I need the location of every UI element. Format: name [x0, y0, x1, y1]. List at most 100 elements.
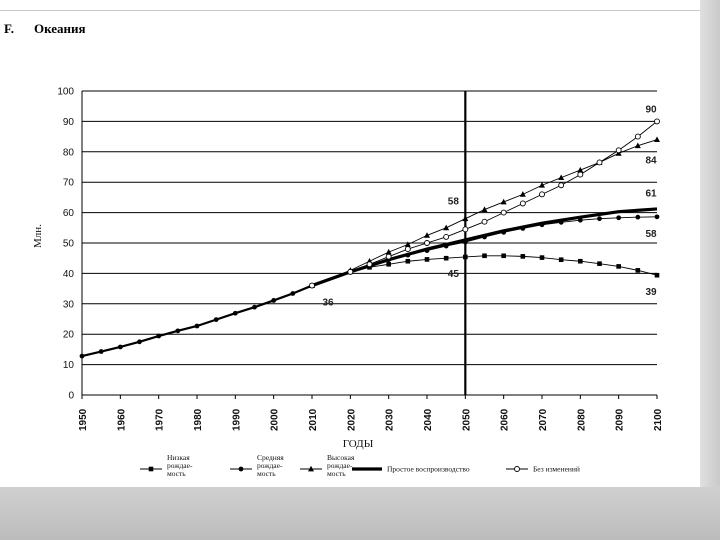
- series-replacement: [311, 207, 658, 288]
- series-low-line: [311, 255, 658, 286]
- legend-label-low-2: мость: [167, 469, 186, 478]
- series-medium-point-2090: [616, 215, 622, 221]
- series-constant-point-2065: [519, 200, 526, 207]
- series-constant-line: [311, 121, 658, 286]
- legend: Низкаярождае-мостьСредняярождае-мостьВыс…: [140, 453, 580, 478]
- x-tick-label-1960: 1960: [116, 408, 127, 431]
- series-low-point-2070: [539, 255, 545, 260]
- x-tick-label-2080: 2080: [576, 408, 587, 431]
- y-tick-label-100: 100: [57, 87, 74, 98]
- series-constant-point-2090: [615, 147, 622, 154]
- series-high-point-2055: [481, 206, 488, 212]
- slide-top-rule: [0, 10, 700, 11]
- series-high-point-2030: [385, 248, 392, 255]
- x-tick-label-2060: 2060: [500, 408, 511, 431]
- legend-marker-high: [308, 465, 314, 472]
- data-label-5: 58: [448, 197, 460, 208]
- history-point-1955: [98, 349, 104, 354]
- series-low-point-2095: [635, 268, 641, 273]
- series-low-point-2080: [578, 258, 583, 264]
- series-medium-point-2085: [597, 216, 602, 222]
- legend-label-replacement: Простое воспроизводство: [387, 465, 470, 474]
- legend-label-low-0: Низкая: [167, 453, 190, 462]
- history-point-1975: [175, 328, 181, 334]
- history-point-1980: [194, 323, 200, 329]
- legend-label-high-0: Высокая: [327, 453, 355, 462]
- series-constant-point-2035: [404, 246, 411, 253]
- series-low: [309, 253, 660, 288]
- series-high-point-2045: [443, 224, 450, 231]
- slide-right-margin: [700, 0, 720, 540]
- history-point-1970: [156, 333, 162, 339]
- series-high-point-2080: [577, 166, 584, 173]
- x-tick-label-2020: 2020: [346, 408, 357, 431]
- series-low-point-2040: [424, 257, 430, 262]
- data-label-4: 39: [645, 287, 657, 298]
- series-constant-point-2060: [500, 209, 507, 216]
- legend-marker-medium: [238, 466, 244, 472]
- x-tick-label-2030: 2030: [385, 408, 396, 431]
- x-tick-label-1980: 1980: [193, 408, 204, 431]
- data-label-3: 58: [645, 229, 657, 240]
- legend-label-constant: Без изменений: [533, 465, 580, 474]
- series-constant-point-2095: [634, 133, 641, 140]
- y-tick-label-60: 60: [63, 208, 75, 219]
- x-tick-label-1950: 1950: [78, 408, 89, 431]
- series-constant-point-2045: [443, 233, 450, 240]
- x-tick-label-1970: 1970: [155, 408, 166, 431]
- legend-label-medium-1: рождае-: [257, 461, 283, 470]
- series-replacement-line: [311, 207, 658, 288]
- section-letter: F.: [4, 21, 14, 36]
- legend-label-high-1: рождае-: [327, 461, 353, 470]
- series-low-point-2030: [386, 261, 391, 267]
- series-constant-point-2070: [539, 191, 545, 198]
- data-label-0: 90: [645, 104, 657, 115]
- series-low-point-2060: [501, 253, 506, 259]
- legend-label-medium-2: мость: [257, 469, 276, 478]
- legend-label-medium-0: Средняя: [257, 453, 284, 462]
- series-constant-point-2010: [309, 282, 315, 289]
- series-high-point-2100: [654, 136, 660, 143]
- x-tick-label-2010: 2010: [308, 408, 319, 431]
- slide-bottom-margin: [0, 487, 720, 540]
- legend-label-high-2: мость: [327, 469, 346, 478]
- series-low-point-2035: [405, 258, 411, 264]
- history-point-2000: [271, 298, 277, 303]
- series-constant-point-2030: [385, 253, 392, 260]
- series-medium-point-2100: [654, 214, 660, 220]
- y-tick-label-10: 10: [63, 360, 75, 371]
- series-high-point-2070: [539, 182, 545, 188]
- y-tick-label-30: 30: [63, 299, 75, 310]
- series-high-point-2040: [424, 232, 430, 238]
- x-tick-label-1990: 1990: [231, 408, 242, 431]
- y-tick-label-20: 20: [63, 330, 75, 341]
- series-low-point-2045: [443, 255, 449, 261]
- series-low-point-2065: [520, 254, 526, 259]
- history-point-1990: [232, 310, 238, 316]
- history-point-1995: [252, 304, 257, 310]
- history-point-1960: [117, 344, 123, 350]
- series-constant-point-2100: [654, 118, 660, 125]
- series-constant-point-2055: [481, 218, 488, 225]
- series-low-point-2100: [654, 272, 660, 278]
- series-medium-point-2080: [577, 217, 583, 223]
- y-tick-label-70: 70: [63, 178, 75, 189]
- series-constant-point-2080: [577, 171, 584, 178]
- data-label-1: 84: [645, 156, 657, 167]
- series-constant: [309, 118, 660, 289]
- x-tick-label-2040: 2040: [423, 408, 434, 431]
- x-tick-label-2090: 2090: [615, 408, 626, 431]
- document-page: F. Океания: [0, 11, 700, 487]
- x-tick-label-2000: 2000: [270, 408, 281, 431]
- series-low-point-2050: [463, 254, 468, 260]
- y-tick-label-80: 80: [63, 147, 75, 158]
- history-point-1950: [79, 353, 85, 359]
- page-heading: F. Океания: [4, 21, 86, 37]
- series-low-point-2085: [597, 261, 602, 266]
- series-constant-point-2025: [366, 261, 373, 268]
- series-medium-line: [311, 216, 658, 286]
- history-point-1985: [213, 317, 219, 323]
- y-tick-label-0: 0: [68, 391, 74, 402]
- history-point-2005: [290, 291, 296, 296]
